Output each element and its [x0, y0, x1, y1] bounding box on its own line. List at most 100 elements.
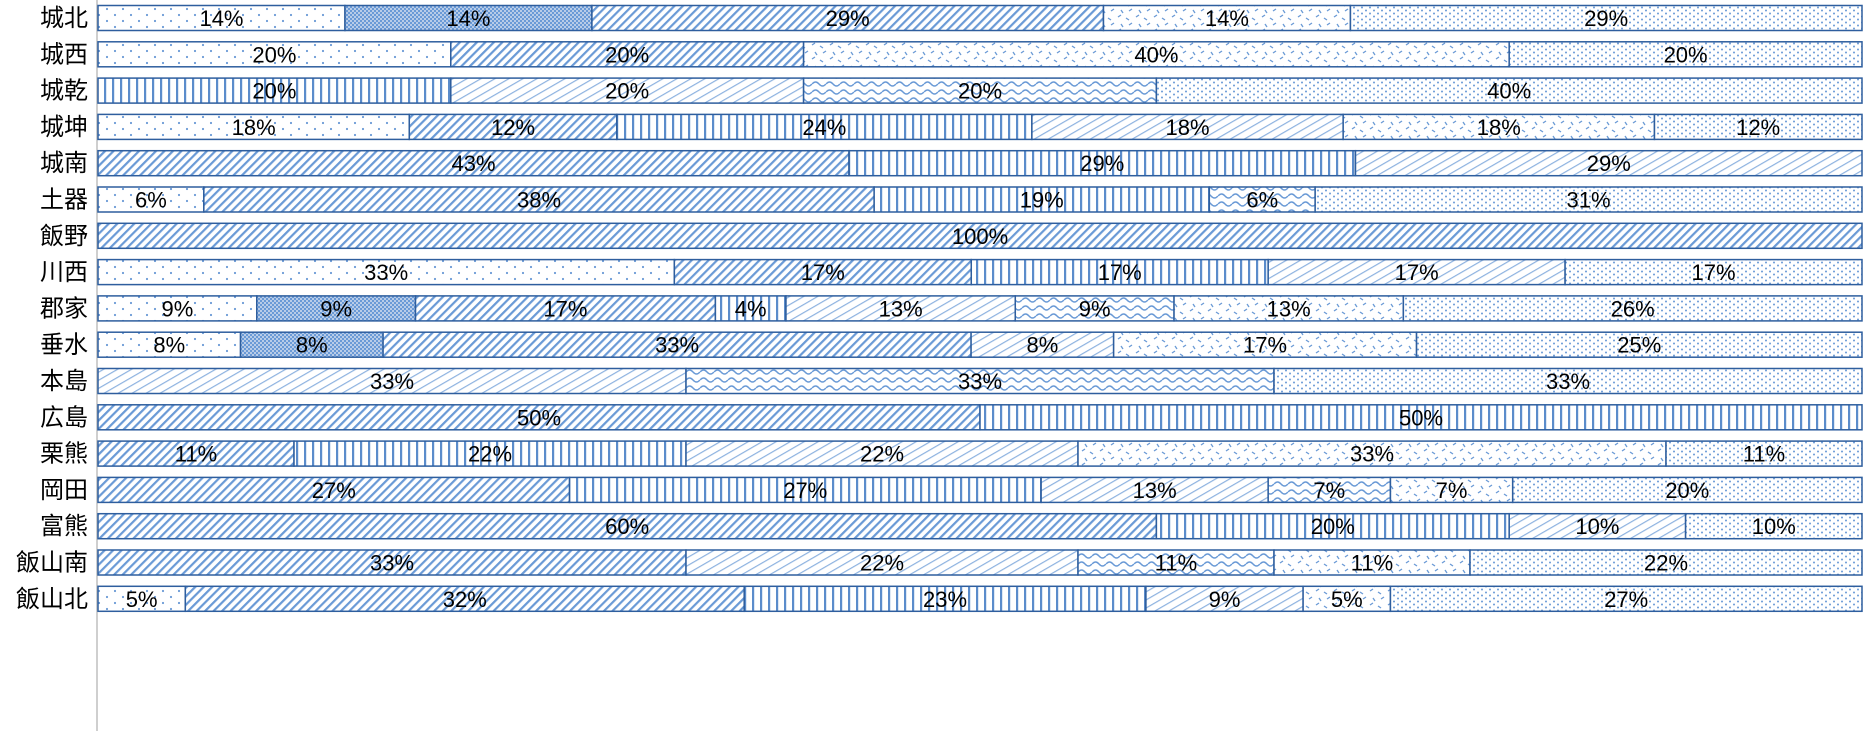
category-label: 栗熊 [40, 440, 88, 468]
data-label: 9% [1079, 296, 1111, 321]
bars-group: 14% 14% 29% 14% 29% 20% 20% 40% 20% 20% 20% 20% 40% 1… [97, 4, 1863, 613]
bar-segment [97, 549, 687, 576]
bar-segment [97, 186, 205, 213]
category-label: 城西 [40, 40, 88, 68]
category-label: 飯野 [40, 222, 88, 250]
data-label: 33% [370, 369, 414, 394]
bar-segment [714, 295, 787, 322]
data-label: 9% [320, 296, 352, 321]
bar-segment [1511, 476, 1863, 504]
data-label: 20% [958, 79, 1002, 104]
bar-segment [97, 476, 571, 504]
bar-segment [97, 113, 411, 141]
bar-segment [1273, 367, 1863, 395]
data-label: 29% [1080, 151, 1124, 176]
bar-segment [1415, 331, 1863, 358]
bar-segment [97, 77, 452, 104]
bar-segment [1273, 549, 1471, 576]
data-label: 27% [312, 478, 356, 503]
data-label: 8% [1026, 333, 1058, 358]
data-label: 11% [1155, 551, 1197, 576]
category-label: 垂水 [40, 331, 88, 359]
data-label: 17% [1098, 260, 1142, 285]
data-label: 18% [1166, 115, 1210, 140]
category-label: 郡家 [40, 294, 88, 322]
bar-segment [256, 295, 417, 322]
bar-segment [685, 549, 1079, 576]
bar-segment [685, 367, 1275, 395]
data-label: 17% [801, 260, 845, 285]
data-label: 13% [1133, 478, 1177, 503]
bar-segment [1354, 149, 1863, 177]
data-label: 17% [543, 296, 587, 321]
data-label: 10% [1575, 514, 1619, 539]
data-label: 100% [952, 224, 1008, 249]
bar-segment [1508, 41, 1863, 68]
category-label: 本島 [40, 367, 88, 395]
category-label: 土器 [40, 186, 88, 214]
data-label: 6% [135, 188, 167, 213]
data-label: 31% [1567, 188, 1611, 213]
data-label: 50% [517, 405, 561, 430]
bar-segment [97, 367, 687, 395]
data-label: 18% [1477, 115, 1521, 140]
data-label: 11% [175, 442, 217, 467]
bar-segment [203, 186, 875, 213]
bar-segment [785, 295, 1017, 322]
bar-segment [1031, 113, 1344, 141]
bar-segment [1173, 295, 1405, 322]
data-label: 5% [1331, 587, 1363, 612]
data-label: 10% [1752, 514, 1796, 539]
data-label: 27% [783, 478, 827, 503]
category-label: 飯山北 [16, 585, 88, 613]
data-label: 38% [517, 188, 561, 213]
category-label: 城乾 [40, 77, 88, 105]
category-label: 城北 [40, 4, 88, 32]
bar-segment [1040, 476, 1269, 504]
category-label: 岡田 [40, 476, 88, 504]
bar-segment [685, 440, 1079, 467]
data-label: 14% [199, 6, 243, 31]
bar-segment [673, 258, 973, 286]
data-label: 19% [1020, 188, 1064, 213]
bar-segment [1267, 258, 1566, 286]
data-label: 8% [296, 333, 328, 358]
data-label: 33% [655, 333, 699, 358]
bar-segment [450, 77, 805, 104]
bar-segment [97, 258, 676, 286]
data-label: 32% [443, 587, 487, 612]
bar-segment [1508, 512, 1687, 540]
data-label: 25% [1617, 333, 1661, 358]
bar-segment [1402, 295, 1863, 322]
data-label: 20% [252, 79, 296, 104]
data-label: 7% [1313, 478, 1345, 503]
data-label: 43% [451, 151, 495, 176]
data-label: 60% [605, 514, 649, 539]
data-label: 12% [1736, 115, 1780, 140]
data-label: 33% [1546, 369, 1590, 394]
data-label: 9% [161, 296, 193, 321]
data-label: 14% [1205, 6, 1249, 31]
bar-segment [1653, 113, 1863, 141]
category-label: 城坤 [40, 113, 88, 141]
data-label: 14% [446, 6, 490, 31]
data-label: 29% [826, 6, 870, 31]
bar-segment [1302, 585, 1392, 613]
bar-segment [591, 4, 1105, 32]
bar-segment [743, 585, 1147, 613]
data-label: 40% [1134, 42, 1178, 67]
data-label: 6% [1246, 188, 1278, 213]
data-label: 17% [1692, 260, 1736, 285]
category-label: 川西 [40, 258, 88, 286]
data-label: 29% [1587, 151, 1631, 176]
data-label: 11% [1743, 442, 1785, 467]
data-label: 11% [1351, 551, 1393, 576]
data-label: 7% [1436, 478, 1468, 503]
data-label: 13% [879, 296, 923, 321]
data-label: 27% [1604, 587, 1648, 612]
bar-segment [1389, 585, 1863, 613]
data-label: 9% [1209, 587, 1241, 612]
bar-segment [97, 404, 981, 431]
